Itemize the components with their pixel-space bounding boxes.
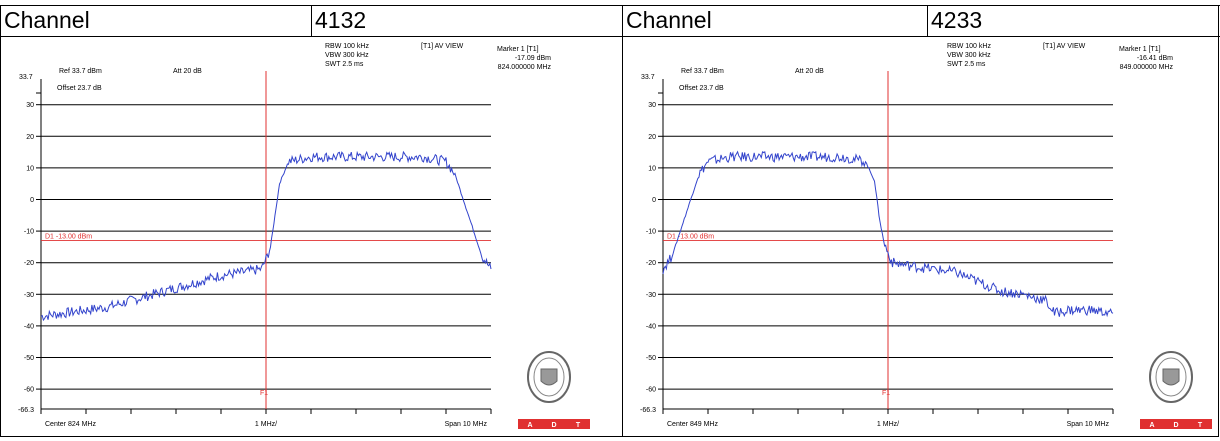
y-tick-label: -50 [24,355,34,362]
y-tick-label: 30 [648,102,656,109]
adt-bar [518,419,590,429]
y-tick-label: -40 [24,323,34,330]
y-tick-label: -10 [646,229,656,236]
trace-mode-text: [T1] AV VIEW [421,43,464,50]
adt-letter: T [1198,422,1203,429]
left-channel-label: Channel [0,5,311,36]
display-line-label: D1 -13.00 dBm [45,234,92,241]
y-tick-label: 0 [30,197,34,204]
y-tick-label: -50 [646,355,656,362]
att-text: Att 20 dB [795,68,824,75]
rbw-text: RBW 100 kHz [325,43,369,50]
display-line-label: D1 -13.00 dBm [667,234,714,241]
marker-level-text: -16.41 dBm [1137,55,1173,62]
offset-text: Offset 23.7 dB [57,85,102,92]
y-tick-label: 20 [648,134,656,141]
right-channel-label: Channel [622,5,927,36]
right-plot-panel: RBW 100 kHz VBW 300 kHz SWT 2.5 ms [T1] AV … [622,37,1219,437]
seal-inner-ring [1155,357,1187,397]
seal-shield [1162,368,1180,386]
ref-level-text: Ref 33.7 dBm [59,68,102,75]
offset-text: Offset 23.7 dB [679,85,724,92]
adt-bar [1140,419,1212,429]
adt-letter: T [576,422,581,429]
per-div-text: 1 MHz/ [877,421,899,428]
ref-level-text: Ref 33.7 dBm [681,68,724,75]
marker-level-text: -17.09 dBm [515,55,551,62]
per-div-text: 1 MHz/ [255,421,277,428]
vbw-text: VBW 300 kHz [947,52,991,59]
trace-line [40,150,492,322]
adt-letter: D [1173,422,1178,429]
channel-header-row: Channel 4132 Channel 4233 [0,5,1220,37]
center-freq-text: Center 824 MHz [45,421,96,428]
top-strip [0,0,1220,6]
marker-label: F1 [882,390,890,397]
right-channel-value: 4233 [927,5,1220,36]
swt-text: SWT 2.5 ms [325,61,364,68]
y-tick-label: -60 [646,387,656,394]
y-tick-label: -10 [24,229,34,236]
bottom-level-label: -66.3 [640,407,656,414]
center-freq-text: Center 849 MHz [667,421,718,428]
y-tick-label: 0 [652,197,656,204]
y-tick-label: 20 [26,134,34,141]
y-tick-label: -20 [24,260,34,267]
left-plot-panel: RBW 100 kHz VBW 300 kHz SWT 2.5 ms [T1] AV … [0,37,622,437]
left-spectrum-chart: RBW 100 kHz VBW 300 kHz SWT 2.5 ms [T1] AV … [18,43,590,429]
y-tick-label: -30 [646,292,656,299]
bottom-level-label: -66.3 [18,407,34,414]
adt-letter: A [527,422,532,429]
y-tick-label: -60 [24,387,34,394]
att-text: Att 20 dB [173,68,202,75]
rbw-text: RBW 100 kHz [947,43,991,50]
seal-inner-ring [533,357,565,397]
trace-line [662,150,1114,318]
y-tick-label: -30 [24,292,34,299]
swt-text: SWT 2.5 ms [947,61,986,68]
marker-freq-text: 824.000000 MHz [498,64,552,71]
marker-title-text: Marker 1 [T1] [1119,46,1161,53]
left-channel-value: 4132 [311,5,622,36]
adt-letter: A [1149,422,1154,429]
y-tick-label: 10 [26,165,34,172]
marker-title-text: Marker 1 [T1] [497,46,539,53]
vbw-text: VBW 300 kHz [325,52,369,59]
seal-shield [540,368,558,386]
trace-mode-text: [T1] AV VIEW [1043,43,1086,50]
span-text: Span 10 MHz [1067,421,1110,428]
y-tick-label: -20 [646,260,656,267]
marker-freq-text: 849.000000 MHz [1120,64,1174,71]
top-level-label: 33.7 [641,74,655,81]
span-text: Span 10 MHz [445,421,488,428]
y-tick-label: 10 [648,165,656,172]
adt-letter: D [551,422,556,429]
right-spectrum-chart: RBW 100 kHz VBW 300 kHz SWT 2.5 ms [T1] AV … [640,43,1212,429]
top-level-label: 33.7 [19,74,33,81]
y-tick-label: -40 [646,323,656,330]
marker-label: F1 [260,390,268,397]
y-tick-label: 30 [26,102,34,109]
